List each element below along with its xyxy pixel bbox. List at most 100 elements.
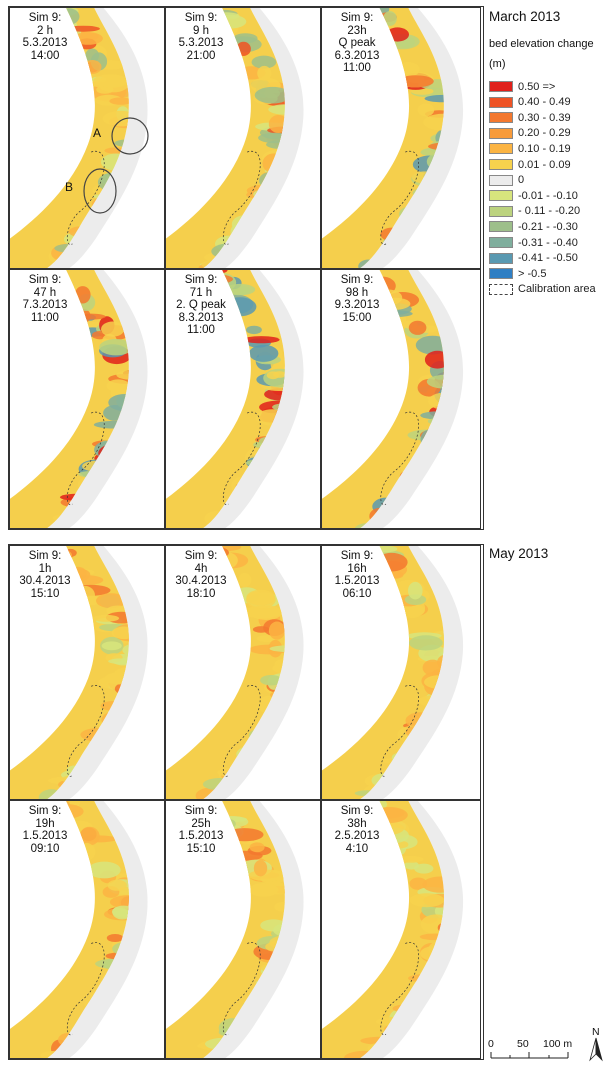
annotation-circle-b	[83, 168, 117, 214]
legend-label: -0.41 - -0.50	[518, 252, 578, 265]
panel-label-line: 19h	[35, 817, 55, 830]
legend-item: -0.41 - -0.50	[489, 252, 578, 265]
legend-label: 0.10 - 0.19	[518, 142, 571, 155]
panel-label-line: 25h	[191, 817, 211, 830]
map-panel-may-2: Sim 9: 4h 30.4.2013 18:10	[165, 545, 321, 800]
legend-swatch	[489, 174, 513, 186]
legend-label: -0.01 - -0.10	[518, 189, 578, 202]
panel-label-line: Sim 9:	[340, 12, 374, 24]
river-map	[10, 8, 149, 268]
legend-item: -0.31 - -0.40	[489, 236, 578, 249]
panel-label-line: Sim 9:	[28, 12, 62, 24]
panel-label-line: 30.4.2013	[175, 575, 227, 587]
north-label: N	[592, 1026, 600, 1038]
panel-label-line: Sim 9:	[28, 805, 62, 817]
river-map	[322, 546, 464, 799]
panel-label-line: 38h	[347, 817, 367, 830]
map-panel-may-4: Sim 9: 19h 1.5.2013 09:10	[9, 800, 165, 1059]
panel-label-line: 2 h	[37, 24, 53, 37]
legend-item: 0.20 - 0.29	[489, 127, 571, 140]
panel-label-line: Sim 9:	[28, 274, 62, 286]
panel-label: Sim 9: 25h 1.5.2013 15:10	[166, 805, 236, 855]
annotation-label-b: B	[65, 180, 74, 194]
section-title-march: March 2013	[489, 9, 561, 24]
legend-item: 0	[489, 174, 524, 187]
panel-label-line: 2. Q peak	[176, 299, 226, 311]
legend-label: 0.01 - 0.09	[518, 158, 571, 171]
legend-label: 0.40 - 0.49	[518, 96, 571, 109]
panel-label-line: 6.3.2013	[334, 49, 380, 62]
legend-item: Calibration area	[489, 283, 596, 296]
panel-label: Sim 9: 2 h 5.3.2013 14:00	[10, 12, 80, 62]
map-panel-march-1: Sim 9: 2 h 5.3.2013 14:00 A B	[9, 7, 165, 269]
panel-label-line: 47 h	[33, 286, 57, 299]
panel-label-line: 98 h	[345, 286, 369, 299]
panel-label-line: 16h	[347, 562, 367, 575]
panel-label: Sim 9: 19h 1.5.2013 09:10	[10, 805, 80, 855]
panel-label-line: 11:00	[343, 62, 371, 74]
panel-label: Sim 9: 71 h 2. Q peak 8.3.2013 11:00	[166, 274, 236, 337]
panel-label-line: 1.5.2013	[22, 830, 68, 842]
panel-label: Sim 9: 98 h 9.3.2013 15:00	[322, 274, 392, 324]
legend-item: -0.01 - -0.10	[489, 189, 578, 202]
legend-swatch	[489, 221, 513, 233]
panel-label-line: 5.3.2013	[22, 37, 68, 49]
panel-label: Sim 9: 9 h 5.3.2013 21:00	[166, 12, 236, 62]
march-map-panel-group: Sim 9: 2 h 5.3.2013 14:00 A B Sim 9: 9 h 5.3.20…	[8, 6, 484, 530]
legend-label: 0	[518, 174, 525, 187]
legend-label: > -0.5	[518, 267, 547, 280]
panel-label-line: Sim 9:	[184, 12, 218, 24]
annotation-label-a: A	[93, 126, 102, 140]
map-panel-may-1: Sim 9: 1h 30.4.2013 15:10	[9, 545, 165, 800]
legend-item: 0.01 - 0.09	[489, 158, 571, 171]
north-arrow-icon	[589, 1037, 603, 1062]
panel-label-line: 2.5.2013	[334, 830, 380, 842]
river-map	[166, 8, 304, 268]
river-map	[166, 270, 304, 528]
map-panel-march-2: Sim 9: 9 h 5.3.2013 21:00	[165, 7, 321, 269]
legend-label: - 0.11 - -0.20	[518, 205, 581, 218]
panel-label-line: 21:00	[186, 49, 216, 62]
panel-label-line: 15:10	[30, 587, 60, 600]
scale-label-0: 0	[488, 1038, 494, 1050]
panel-label-line: Q peak	[338, 37, 376, 49]
panel-label: Sim 9: 4h 30.4.2013 18:10	[166, 550, 236, 600]
river-map	[166, 801, 304, 1058]
legend-label: -0.21 - -0.30	[518, 220, 578, 233]
legend-swatch	[489, 112, 513, 124]
panel-label-line: 9.3.2013	[334, 299, 380, 311]
panel-label-line: Sim 9:	[184, 274, 218, 286]
panel-label-line: Sim 9:	[340, 274, 374, 286]
panel-label-line: 09:10	[30, 842, 60, 855]
scale-bar: 0 50 100 m N	[486, 1026, 606, 1062]
panel-label-line: 1.5.2013	[178, 830, 224, 842]
legend-item: 0.40 - 0.49	[489, 96, 571, 109]
river-map	[166, 546, 304, 799]
panel-label-line: 4h	[194, 562, 208, 575]
panel-label: Sim 9: 23h Q peak 6.3.2013 11:00	[322, 12, 392, 75]
legend-swatch	[489, 190, 513, 202]
panel-label-line: 9 h	[193, 24, 209, 37]
river-map	[322, 801, 464, 1058]
panel-label-line: Sim 9:	[340, 805, 374, 817]
map-panel-may-5: Sim 9: 25h 1.5.2013 15:10	[165, 800, 321, 1059]
panel-label-line: 1h	[38, 562, 52, 575]
legend-swatch	[489, 127, 513, 139]
panel-label-line: 8.3.2013	[178, 311, 224, 324]
legend-swatch	[489, 283, 513, 295]
legend-item: -0.21 - -0.30	[489, 220, 578, 233]
panel-label-line: Sim 9:	[184, 550, 218, 562]
map-panel-may-6: Sim 9: 38h 2.5.2013 4:10	[321, 800, 481, 1059]
map-panel-march-6: Sim 9: 98 h 9.3.2013 15:00	[321, 269, 481, 529]
river-map	[10, 801, 148, 1058]
legend-swatch	[489, 96, 513, 108]
map-panel-march-5: Sim 9: 71 h 2. Q peak 8.3.2013 11:00	[165, 269, 321, 529]
panel-label: Sim 9: 1h 30.4.2013 15:10	[10, 550, 80, 600]
scale-label-50: 50	[517, 1038, 529, 1050]
legend-unit: (m)	[489, 58, 506, 70]
legend-swatch	[489, 237, 513, 248]
legend-swatch	[489, 159, 513, 170]
panel-label-line: 23h	[347, 24, 367, 37]
scale-bar-graphic	[490, 1037, 603, 1062]
panel-label-line: 14:00	[30, 49, 60, 62]
